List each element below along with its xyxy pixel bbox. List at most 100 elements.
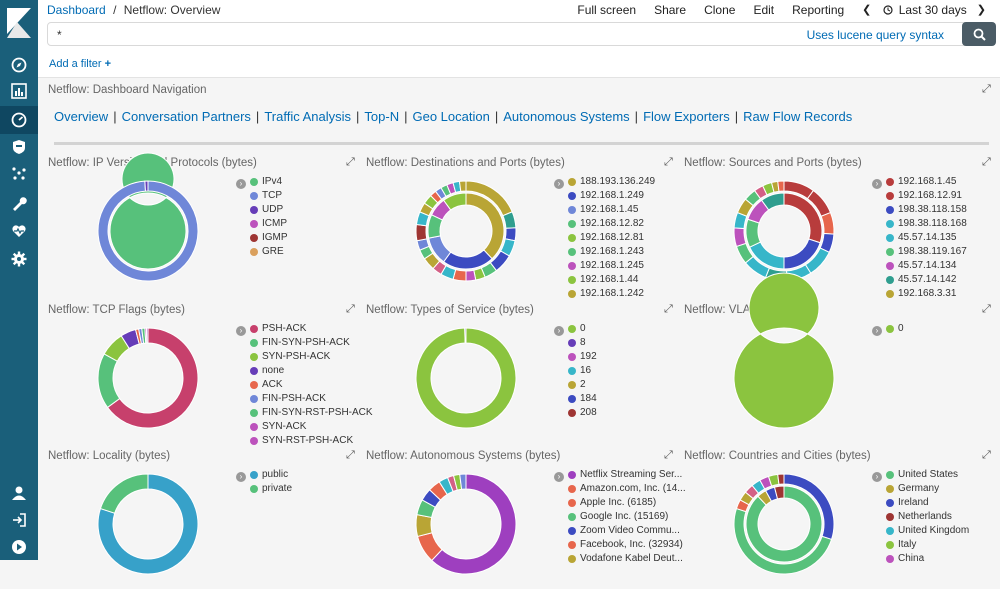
nav-link-autonomous-systems[interactable]: Autonomous Systems	[503, 109, 630, 124]
fullscreen-button[interactable]: Full screen	[577, 3, 637, 17]
compass-icon[interactable]	[10, 56, 28, 74]
legend-item[interactable]: private	[250, 482, 292, 496]
legend-item[interactable]: 8	[568, 336, 597, 350]
legend-item[interactable]: TCP	[250, 189, 288, 203]
legend-item[interactable]: 192.168.1.44	[568, 273, 655, 287]
legend-item[interactable]: 0	[568, 322, 597, 336]
legend-item[interactable]: 192.168.12.81	[568, 231, 655, 245]
legend-toggle-icon[interactable]: ›	[236, 179, 246, 189]
donut-slice[interactable]	[415, 327, 517, 429]
legend-toggle-icon[interactable]: ›	[236, 326, 246, 336]
expand-icon[interactable]: ⤢	[664, 449, 673, 461]
expand-icon[interactable]: ⤢	[982, 156, 991, 168]
time-picker[interactable]: Last 30 days	[883, 3, 967, 17]
legend-toggle-icon[interactable]: ›	[872, 326, 882, 336]
donut-slice[interactable]	[459, 473, 467, 490]
legend-item[interactable]: 45.57.14.135	[886, 231, 967, 245]
legend-item[interactable]: 192.168.1.45	[568, 203, 655, 217]
legend-item[interactable]: 208	[568, 406, 597, 420]
prev-time-button[interactable]: ❮	[862, 4, 872, 16]
expand-icon[interactable]: ⤢	[346, 303, 355, 315]
edit-button[interactable]: Edit	[753, 3, 775, 17]
search-button[interactable]	[962, 22, 996, 46]
legend-item[interactable]: Apple Inc. (6185)	[568, 496, 686, 510]
collapse-icon[interactable]	[10, 538, 28, 556]
legend-item[interactable]: 192	[568, 350, 597, 364]
inner-ring-slice[interactable]	[745, 485, 823, 563]
expand-icon[interactable]: ⤢	[346, 449, 355, 461]
nav-link-top-n[interactable]: Top-N	[364, 109, 400, 124]
legend-item[interactable]: IGMP	[250, 231, 288, 245]
legend-item[interactable]: SYN-PSH-ACK	[250, 350, 373, 364]
legend-item[interactable]: 188.193.136.249	[568, 175, 655, 189]
legend-toggle-icon[interactable]: ›	[554, 179, 564, 189]
outer-ring-slice[interactable]	[97, 180, 199, 282]
legend-item[interactable]: IPv4	[250, 175, 288, 189]
expand-icon[interactable]: ⤢	[664, 156, 673, 168]
nav-link-flow-exporters[interactable]: Flow Exporters	[643, 109, 730, 124]
bar-chart-icon[interactable]	[10, 82, 28, 100]
donut-slice[interactable]	[415, 514, 433, 538]
legend-item[interactable]: 192.168.12.82	[568, 217, 655, 231]
logout-icon[interactable]	[10, 511, 28, 529]
breadcrumb-dashboard[interactable]: Dashboard	[47, 3, 106, 17]
legend-toggle-icon[interactable]: ›	[554, 326, 564, 336]
legend-item[interactable]: 192.168.1.243	[568, 245, 655, 259]
legend-item[interactable]: Amazon.com, Inc. (14...	[568, 482, 686, 496]
legend-item[interactable]: China	[886, 552, 969, 566]
gear-icon[interactable]	[10, 250, 28, 268]
legend-item[interactable]: FIN-SYN-PSH-ACK	[250, 336, 373, 350]
donut-slice[interactable]	[464, 327, 467, 344]
legend-item[interactable]: Vodafone Kabel Deut...	[568, 552, 686, 566]
inner-ring-slice[interactable]	[745, 218, 762, 248]
donut-slice[interactable]	[99, 473, 149, 514]
outer-ring-slice[interactable]	[465, 269, 477, 282]
clone-button[interactable]: Clone	[704, 3, 736, 17]
legend-item[interactable]: 198.38.118.168	[886, 217, 967, 231]
nav-link-geo-location[interactable]: Geo Location	[412, 109, 490, 124]
legend-item[interactable]: Netflix Streaming Ser...	[568, 468, 686, 482]
legend-item[interactable]: none	[250, 364, 373, 378]
legend-item[interactable]: Netherlands	[886, 510, 969, 524]
legend-item[interactable]: 192.168.1.249	[568, 189, 655, 203]
legend-item[interactable]: Zoom Video Commu...	[568, 524, 686, 538]
lucene-syntax-link[interactable]: Uses lucene query syntax	[806, 28, 944, 42]
outer-ring-slice[interactable]	[777, 180, 785, 192]
legend-toggle-icon[interactable]: ›	[872, 472, 882, 482]
legend-item[interactable]: Facebook, Inc. (32934)	[568, 538, 686, 552]
outer-ring-slice[interactable]	[820, 211, 835, 235]
legend-item[interactable]: 2	[568, 378, 597, 392]
legend-item[interactable]: UDP	[250, 203, 288, 217]
legend-item[interactable]: 0	[886, 322, 904, 336]
inner-ring-slice[interactable]	[109, 152, 187, 270]
legend-item[interactable]: ACK	[250, 378, 373, 392]
expand-icon[interactable]: ⤢	[664, 303, 673, 315]
legend-item[interactable]: 198.38.118.158	[886, 203, 967, 217]
legend-item[interactable]: ICMP	[250, 217, 288, 231]
expand-icon[interactable]: ⤢	[346, 156, 355, 168]
legend-item[interactable]: United States	[886, 468, 969, 482]
nav-link-raw-flow-records[interactable]: Raw Flow Records	[743, 109, 853, 124]
expand-icon[interactable]: ⤢	[982, 303, 991, 315]
outer-ring-slice[interactable]	[415, 223, 428, 242]
legend-item[interactable]: Ireland	[886, 496, 969, 510]
legend-item[interactable]: GRE	[250, 245, 288, 259]
heartbeat-icon[interactable]	[10, 222, 28, 240]
user-icon[interactable]	[10, 484, 28, 502]
legend-toggle-icon[interactable]: ›	[236, 472, 246, 482]
outer-ring-slice[interactable]	[777, 473, 785, 485]
legend-item[interactable]: 192.168.12.91	[886, 189, 967, 203]
outer-ring-slice[interactable]	[458, 180, 467, 192]
legend-item[interactable]: 184	[568, 392, 597, 406]
legend-item[interactable]: 192.168.1.242	[568, 287, 655, 301]
legend-item[interactable]: 45.57.14.134	[886, 259, 967, 273]
wrench-icon[interactable]	[10, 194, 28, 212]
kibana-logo[interactable]	[7, 8, 31, 38]
nav-link-traffic-analysis[interactable]: Traffic Analysis	[264, 109, 352, 124]
donut-slice[interactable]	[145, 327, 149, 344]
legend-item[interactable]: 192.168.3.31	[886, 287, 967, 301]
reporting-button[interactable]: Reporting	[792, 3, 845, 17]
legend-item[interactable]: 198.38.119.167	[886, 245, 967, 259]
donut-slice[interactable]	[97, 353, 121, 409]
legend-item[interactable]: Italy	[886, 538, 969, 552]
